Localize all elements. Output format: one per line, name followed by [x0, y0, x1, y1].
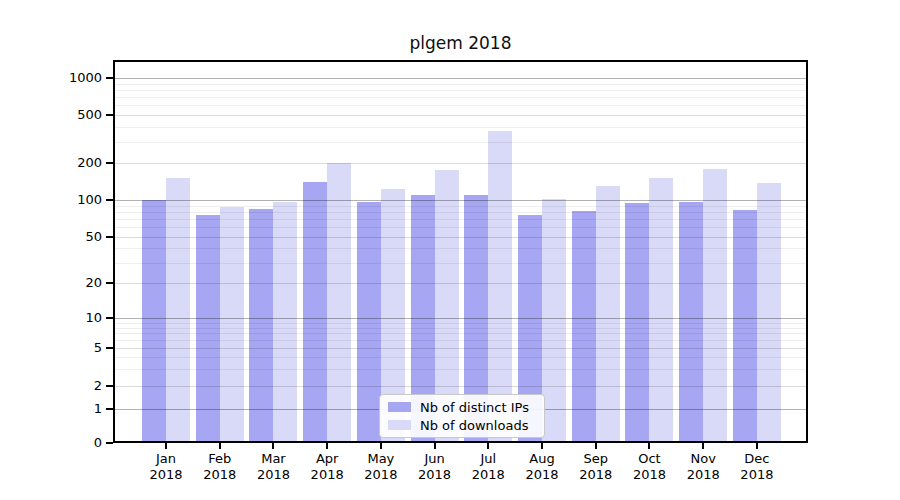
x-tick-mark: [380, 443, 382, 449]
y-tick-mark: [106, 236, 113, 238]
legend-item-distinct-ips: Nb of distinct IPs: [388, 400, 544, 415]
y-tick-mark: [106, 317, 113, 319]
legend: Nb of distinct IPs Nb of downloads: [379, 394, 545, 438]
legend-item-downloads: Nb of downloads: [388, 418, 544, 433]
legend-label-downloads: Nb of downloads: [420, 418, 528, 433]
y-tick-mark: [106, 442, 113, 444]
x-tick-mark: [165, 443, 167, 449]
x-tick-label: Dec2018: [717, 451, 797, 483]
legend-label-distinct-ips: Nb of distinct IPs: [420, 400, 529, 415]
y-tick-mark: [106, 162, 113, 164]
y-tick-label: 1: [28, 401, 102, 417]
y-tick-label: 1000: [28, 70, 102, 86]
y-tick-label: 5: [28, 340, 102, 356]
y-tick-mark: [106, 408, 113, 410]
x-tick-mark: [487, 443, 489, 449]
y-tick-label: 50: [28, 229, 102, 245]
x-tick-mark: [541, 443, 543, 449]
y-tick-label: 20: [28, 275, 102, 291]
x-tick-mark: [272, 443, 274, 449]
x-tick-mark: [434, 443, 436, 449]
y-tick-mark: [106, 114, 113, 116]
x-tick-label-month: Dec: [717, 451, 797, 467]
y-tick-label: 200: [28, 155, 102, 171]
y-tick-label: 500: [28, 107, 102, 123]
legend-swatch-distinct-ips: [388, 402, 411, 412]
y-tick-mark: [106, 385, 113, 387]
x-tick-mark: [648, 443, 650, 449]
x-tick-mark: [756, 443, 758, 449]
x-tick-mark: [702, 443, 704, 449]
x-tick-mark: [595, 443, 597, 449]
x-tick-mark: [326, 443, 328, 449]
y-tick-label: 10: [28, 310, 102, 326]
y-tick-label: 2: [28, 378, 102, 394]
y-tick-mark: [106, 199, 113, 201]
x-tick-mark: [219, 443, 221, 449]
y-tick-mark: [106, 77, 113, 79]
x-tick-label-year: 2018: [717, 467, 797, 483]
y-tick-mark: [106, 282, 113, 284]
plot-border: [113, 60, 808, 443]
y-tick-label: 0: [28, 435, 102, 451]
y-tick-label: 100: [28, 192, 102, 208]
download-stats-chart: plgem 2018 01251020501002005001000Jan201…: [0, 0, 900, 500]
legend-swatch-downloads: [388, 420, 411, 430]
y-tick-mark: [106, 347, 113, 349]
